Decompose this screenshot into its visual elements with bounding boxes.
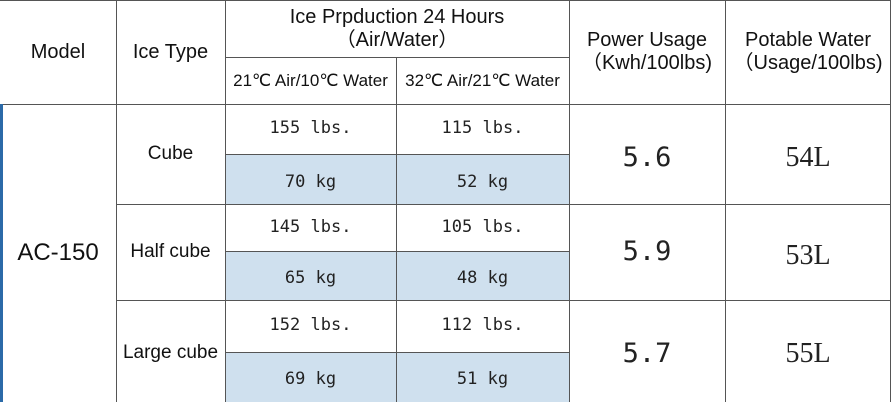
grid-header-bottom (0, 104, 891, 105)
row3-water: 55L (785, 337, 831, 369)
grid-col-3 (396, 57, 397, 402)
grid-row3-split (225, 352, 569, 353)
header-ice-type: Ice Type (132, 40, 209, 63)
row2-lbs-cond1: 145 lbs. (269, 216, 352, 237)
row1-power: 5.6 (622, 142, 672, 174)
row3-lbs-cond2: 112 lbs. (441, 315, 524, 336)
row2-water: 53L (785, 239, 831, 271)
grid-col-1 (116, 0, 117, 402)
header-potable-water: Potable Water （Usage/100lbs) (725, 0, 891, 104)
header-ice-production-title: Ice Prpduction 24 Hours (289, 5, 505, 28)
header-condition-1: 21℃ Air/10℃ Water (233, 70, 388, 90)
row1-kg-cond2: 52 kg (396, 154, 569, 204)
grid-header-split (225, 57, 569, 58)
header-power-usage: Power Usage （Kwh/100lbs) (569, 0, 725, 104)
header-water-unit: （Usage/100lbs) (733, 52, 883, 74)
model-value: AC-150 (17, 239, 99, 267)
grid-row2-split (225, 251, 569, 252)
row3-power: 5.7 (622, 338, 672, 370)
grid-row2-bottom (116, 300, 891, 301)
row2-power: 5.9 (622, 236, 672, 268)
grid-col-5 (725, 0, 726, 402)
header-water-title: Potable Water (745, 29, 871, 51)
header-model: Model (30, 40, 86, 63)
header-ice-production-subtitle: （Air/Water） (335, 28, 459, 51)
header-power-title: Power Usage (586, 29, 708, 51)
ice-type-half-cube: Half cube (130, 241, 211, 263)
header-power-unit: （Kwh/100lbs) (581, 52, 713, 74)
header-ice-production: Ice Prpduction 24 Hours （Air/Water） (225, 0, 569, 57)
row1-water: 54L (785, 141, 831, 173)
row1-kg-cond1: 70 kg (225, 154, 396, 204)
ice-type-cube: Cube (147, 143, 194, 165)
header-condition-2: 32℃ Air/21℃ Water (405, 70, 560, 90)
row2-kg-cond2: 48 kg (396, 251, 569, 300)
grid-top-border (0, 0, 891, 1)
left-accent-bar (0, 104, 3, 402)
ice-type-large-cube: Large cube (122, 342, 219, 364)
row3-lbs-cond1: 152 lbs. (269, 315, 352, 336)
grid-row1-split (225, 154, 569, 155)
row2-lbs-cond2: 105 lbs. (441, 216, 524, 237)
row1-lbs-cond1: 155 lbs. (269, 118, 352, 139)
row3-kg-cond1: 69 kg (225, 352, 396, 402)
grid-row1-bottom (116, 204, 891, 205)
row1-lbs-cond2: 115 lbs. (441, 118, 524, 139)
grid-col-2 (225, 0, 226, 402)
row2-kg-cond1: 65 kg (225, 251, 396, 300)
grid-col-4 (569, 0, 570, 402)
row3-kg-cond2: 51 kg (396, 352, 569, 402)
